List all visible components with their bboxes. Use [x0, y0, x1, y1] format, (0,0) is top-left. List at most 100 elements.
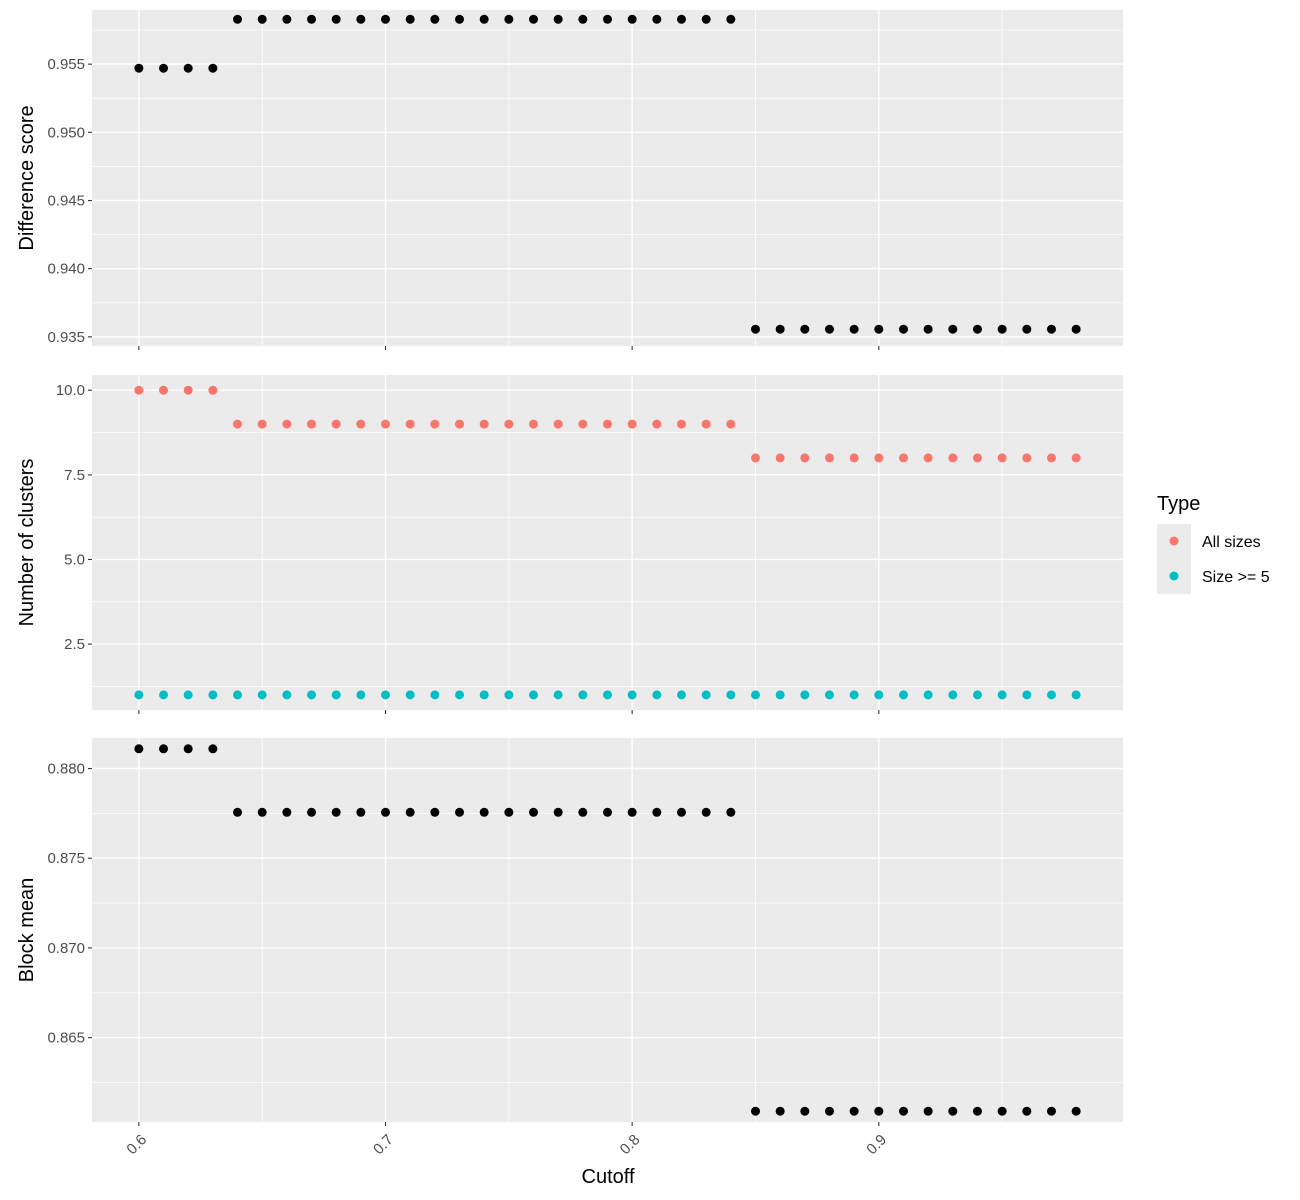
y-tick-label: 0.945	[47, 193, 85, 210]
data-point	[726, 690, 736, 700]
data-point	[356, 419, 366, 429]
data-point	[578, 690, 588, 700]
data-point	[750, 1106, 760, 1116]
data-point	[627, 14, 637, 24]
panel-block-mean: 0.865 0.870 0.875 0.880 0.6 0.7 0.8 0.9 Block me…	[16, 738, 1123, 1158]
data-point	[282, 690, 292, 700]
data-point	[972, 690, 982, 700]
data-point	[208, 744, 218, 754]
data-point	[233, 419, 243, 429]
chart-panels: 0.935 0.940 0.945 0.950 0.955 Difference scor…	[16, 10, 1123, 1158]
data-point	[405, 690, 415, 700]
data-point	[824, 690, 834, 700]
data-point	[134, 744, 144, 754]
data-point	[553, 690, 563, 700]
y-tick-label: 0.870	[47, 940, 85, 957]
data-point	[479, 14, 489, 24]
data-point	[676, 807, 686, 817]
data-point	[159, 385, 169, 395]
data-point	[1022, 1106, 1032, 1116]
legend-key-background	[1157, 524, 1191, 594]
data-point	[898, 1106, 908, 1116]
data-point	[430, 14, 440, 24]
data-point	[652, 807, 662, 817]
y-axis-title: Difference score	[16, 105, 38, 250]
data-point	[676, 419, 686, 429]
panel-background	[92, 10, 1123, 346]
data-point	[183, 690, 193, 700]
data-point	[627, 807, 637, 817]
data-point	[504, 807, 514, 817]
data-point	[159, 744, 169, 754]
data-point	[257, 14, 267, 24]
data-point	[134, 63, 144, 73]
data-point	[750, 453, 760, 463]
data-point	[455, 807, 465, 817]
data-point	[1022, 324, 1032, 334]
data-point	[331, 14, 341, 24]
x-axis-title: Cutoff	[582, 1166, 635, 1188]
data-point	[405, 807, 415, 817]
data-point	[874, 324, 884, 334]
data-point	[159, 63, 169, 73]
data-point	[578, 14, 588, 24]
data-point	[874, 690, 884, 700]
data-point	[504, 690, 514, 700]
data-point	[455, 14, 465, 24]
y-tick-label: 0.875	[47, 850, 85, 867]
data-point	[701, 14, 711, 24]
data-point	[233, 807, 243, 817]
data-point	[159, 690, 169, 700]
data-point	[898, 324, 908, 334]
y-tick-label: 0.940	[47, 261, 85, 278]
data-point	[578, 807, 588, 817]
data-point	[603, 14, 612, 24]
data-point	[257, 419, 267, 429]
data-point	[134, 385, 144, 395]
data-point	[652, 14, 662, 24]
data-point	[775, 324, 785, 334]
data-point	[726, 419, 736, 429]
data-point	[874, 1106, 884, 1116]
data-point	[676, 14, 686, 24]
series-all-sizes	[134, 385, 1081, 463]
data-point	[948, 1106, 958, 1116]
data-point	[257, 690, 267, 700]
data-point	[997, 324, 1007, 334]
series-difference-score	[134, 14, 1081, 334]
data-point	[726, 14, 736, 24]
data-point	[701, 419, 711, 429]
series-block-mean	[134, 744, 1081, 1116]
data-point	[824, 453, 834, 463]
data-point	[824, 324, 834, 334]
data-point	[1046, 1106, 1056, 1116]
data-point	[849, 1106, 859, 1116]
data-point	[331, 690, 341, 700]
data-point	[356, 14, 366, 24]
data-point	[455, 419, 465, 429]
y-tick-label: 5.0	[64, 551, 85, 568]
data-point	[307, 419, 317, 429]
data-point	[233, 690, 243, 700]
data-point	[800, 1106, 810, 1116]
data-point	[405, 419, 415, 429]
data-point	[898, 453, 908, 463]
data-point	[282, 14, 292, 24]
data-point	[529, 807, 539, 817]
data-point	[923, 324, 933, 334]
data-point	[652, 419, 662, 429]
data-point	[849, 453, 859, 463]
data-point	[504, 419, 514, 429]
data-point	[652, 690, 662, 700]
data-point	[307, 807, 317, 817]
data-point	[701, 690, 711, 700]
data-point	[405, 14, 415, 24]
data-point	[282, 807, 292, 817]
data-point	[356, 690, 366, 700]
legend-key-size-ge-5	[1169, 571, 1179, 581]
data-point	[331, 807, 341, 817]
y-axis-title: Number of clusters	[16, 459, 38, 627]
data-point	[381, 690, 391, 700]
data-point	[307, 14, 317, 24]
data-point	[208, 690, 218, 700]
